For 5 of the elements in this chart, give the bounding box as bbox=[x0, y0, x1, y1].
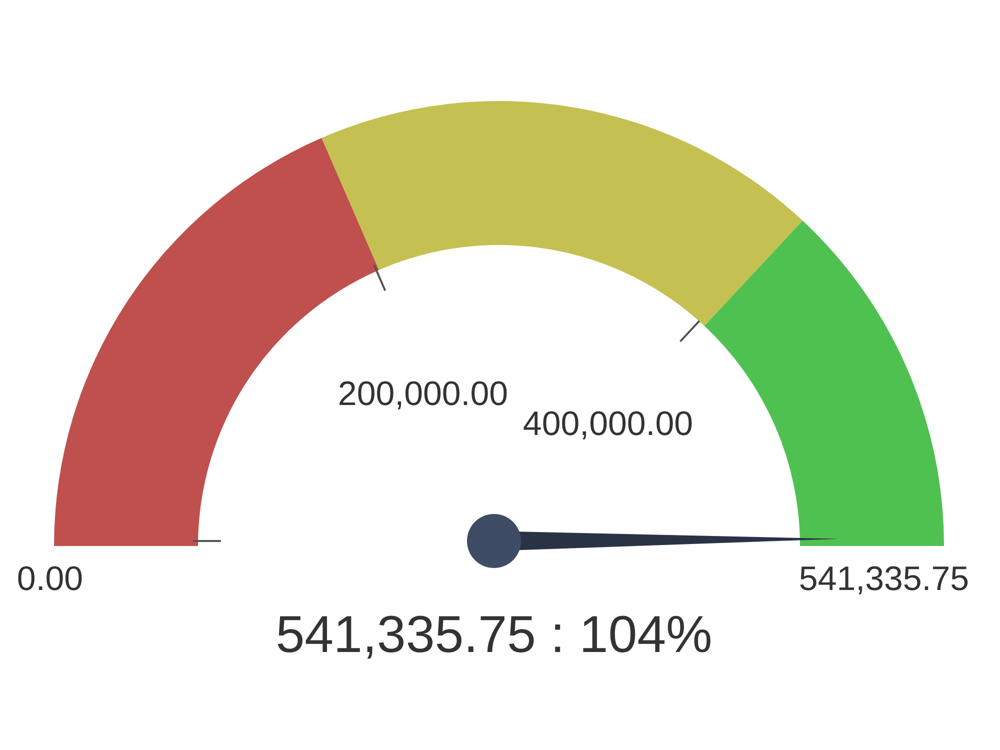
slice-label: 200,000.00 bbox=[338, 375, 508, 413]
slice-label: 0.00 bbox=[16, 560, 84, 598]
text: 541,335.75 : 104% bbox=[276, 606, 712, 664]
slice-label: 400,000.00 bbox=[522, 405, 694, 443]
text: 541,335.75 bbox=[798, 560, 970, 598]
